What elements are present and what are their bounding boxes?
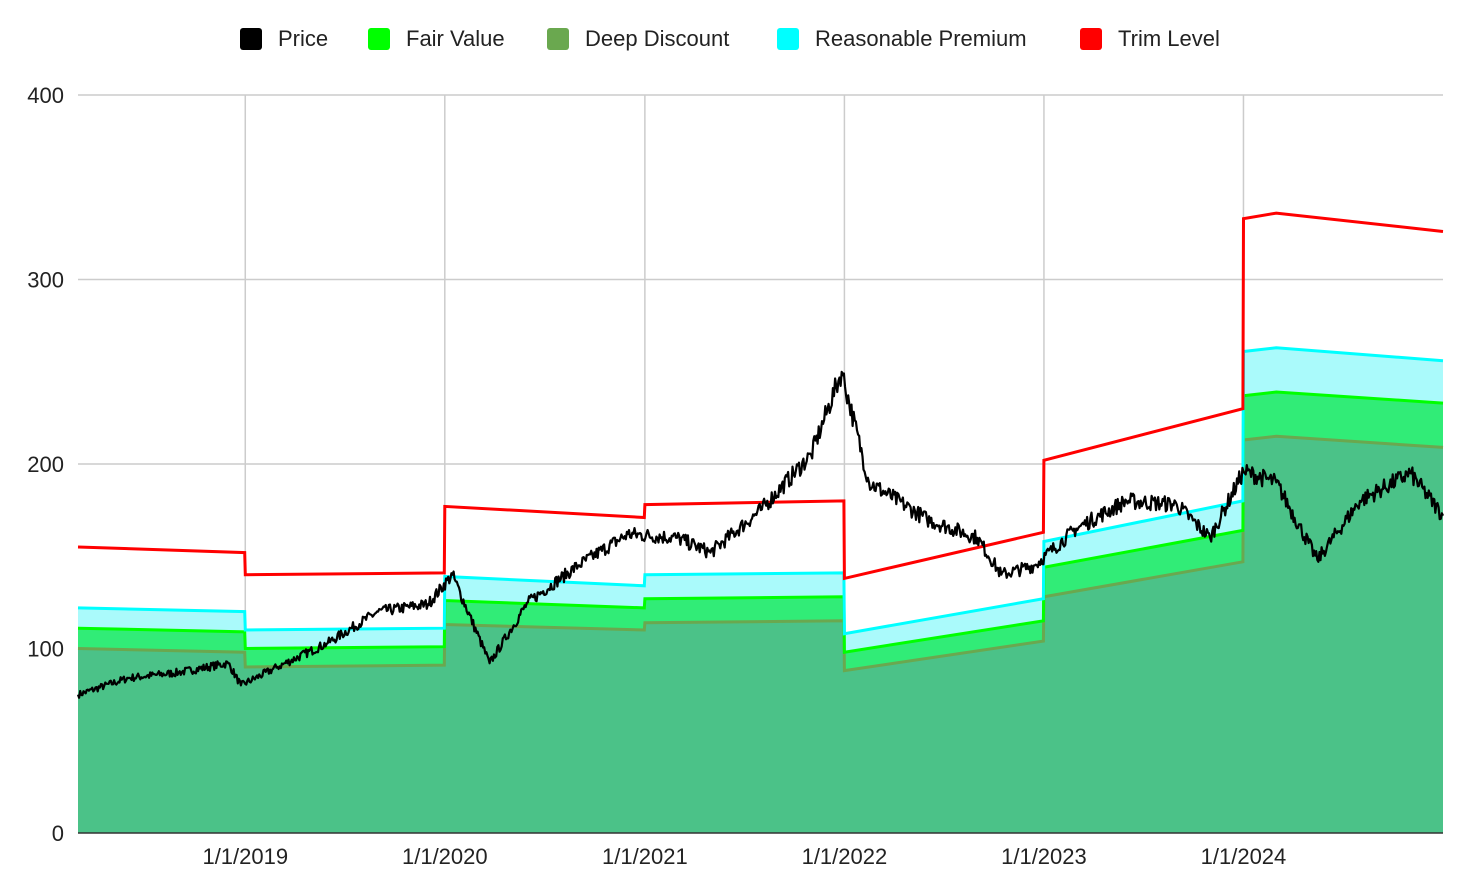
reasonable-premium-band xyxy=(78,347,1443,653)
y-tick-label: 200 xyxy=(27,452,64,477)
y-tick-label: 300 xyxy=(27,268,64,293)
x-tick-label: 1/1/2020 xyxy=(402,844,488,869)
legend-swatch xyxy=(1080,28,1102,50)
price-line xyxy=(76,370,1444,699)
trim-level-line xyxy=(77,211,1444,581)
x-tick-label: 1/1/2019 xyxy=(202,844,288,869)
plot-areas xyxy=(78,347,1443,833)
x-tick-label: 1/1/2022 xyxy=(802,844,888,869)
x-tick-label: 1/1/2023 xyxy=(1001,844,1087,869)
y-tick-label: 0 xyxy=(52,821,64,846)
legend: Price Fair Value Deep Discount Reasonable P… xyxy=(240,26,1220,51)
legend-swatch xyxy=(368,28,390,50)
plot-lines xyxy=(76,211,1444,699)
legend-label: Fair Value xyxy=(406,26,505,51)
deep-discount-area xyxy=(78,436,1443,833)
legend-swatch xyxy=(547,28,569,50)
legend-label: Deep Discount xyxy=(585,26,729,51)
legend-label: Price xyxy=(278,26,328,51)
fair-value-band xyxy=(78,392,1443,671)
legend-swatch xyxy=(777,28,799,50)
legend-swatch xyxy=(240,28,262,50)
axis-labels: 0 100 200 300 400 1/1/2019 1/1/2020 1/1/2021 1/1… xyxy=(27,83,1443,869)
legend-label: Reasonable Premium xyxy=(815,26,1027,51)
y-tick-label: 100 xyxy=(27,637,64,662)
x-tick-label: 1/1/2021 xyxy=(602,844,688,869)
legend-label: Trim Level xyxy=(1118,26,1220,51)
y-tick-label: 400 xyxy=(27,83,64,108)
x-tick-label: 1/1/2024 xyxy=(1201,844,1287,869)
